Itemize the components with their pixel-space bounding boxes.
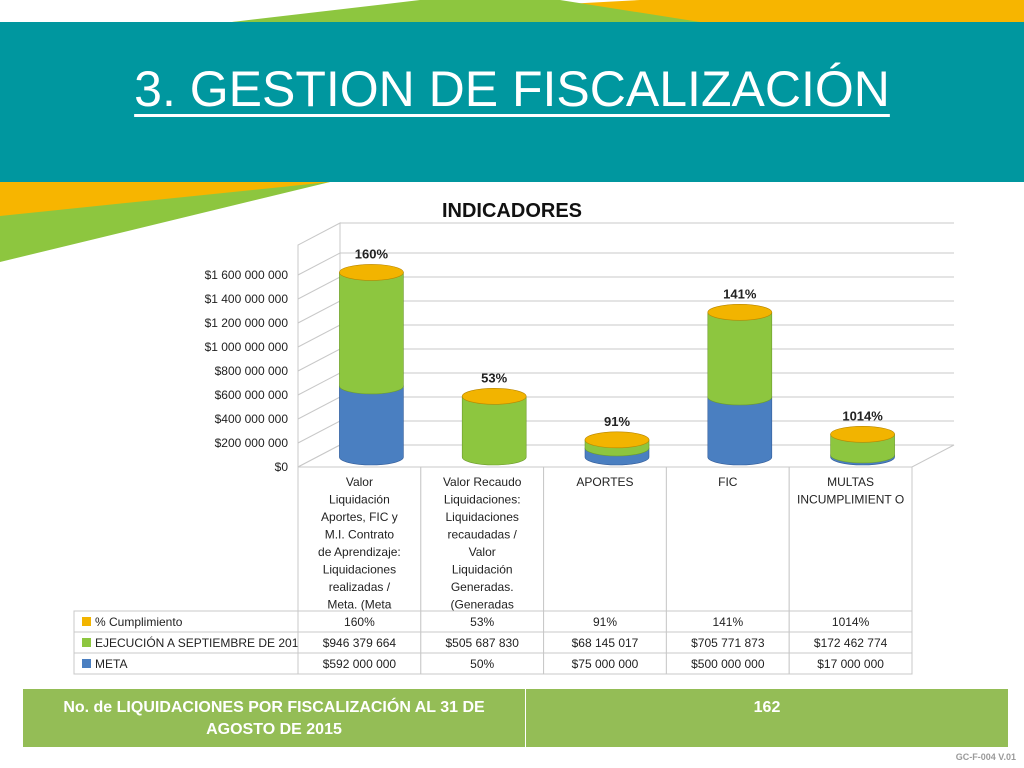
table-value: 50% — [470, 657, 494, 671]
category-label: Valor Liquidación Aportes, FIC y M.I. Contr… — [318, 475, 401, 629]
indicadores-chart: INDICADORES $0 $200 000 000 $400 000 000 $6… — [73, 200, 955, 675]
y-tick-label: $0 — [275, 460, 289, 474]
table-value: 1014% — [832, 615, 870, 629]
table-value: $172 462 774 — [814, 636, 888, 650]
category-cell — [665, 466, 790, 612]
liquidaciones-label: No. de LIQUIDACIONES POR FISCALIZACIÓN A… — [22, 688, 526, 748]
table-value: $17 000 000 — [817, 657, 884, 671]
category-cell — [297, 466, 422, 612]
bar-data-label: 1014% — [842, 408, 883, 423]
table-value: 53% — [470, 615, 494, 629]
bar-ejecucion — [461, 396, 527, 466]
category-label: APORTES — [576, 475, 633, 489]
legend-swatch — [82, 659, 91, 668]
bar-cumplimiento-cap — [461, 388, 527, 405]
y-tick-label: $1 000 000 000 — [205, 340, 289, 354]
value-cell — [788, 652, 913, 675]
top-green-stripe — [232, 0, 700, 22]
bar-meta — [707, 396, 773, 466]
table-value: $75 000 000 — [572, 657, 639, 671]
legend-label: META — [95, 657, 127, 671]
table-value: 160% — [344, 615, 375, 629]
y-tick-label: $1 400 000 000 — [205, 292, 289, 306]
bar-cumplimiento-cap — [584, 431, 650, 449]
y-tick-label: $400 000 000 — [215, 412, 289, 426]
bar-ejecucion — [707, 312, 773, 406]
y-tick-label: $800 000 000 — [215, 364, 289, 378]
table-value: $68 145 017 — [572, 636, 639, 650]
legend-swatch — [82, 617, 91, 626]
header-band — [0, 22, 1024, 182]
bar-meta — [339, 385, 404, 466]
left-yellow-stripe — [0, 182, 330, 216]
chart-bars: 160% 53% 91% 141% 1014% — [339, 246, 895, 466]
bar-group: 91% — [584, 414, 650, 466]
bar-cumplimiento-cap — [339, 264, 404, 281]
bar-group: 1014% — [830, 408, 895, 466]
y-tick-label: $200 000 000 — [215, 436, 289, 450]
gridline — [297, 252, 954, 276]
bar-group: 53% — [461, 370, 527, 466]
y-tick-label: $1 200 000 000 — [205, 316, 289, 330]
y-tick-label: $1 600 000 000 — [205, 268, 289, 282]
legend-label: EJECUCIÓN A SEPTIEMBRE DE 2015 — [95, 635, 305, 650]
y-tick-label: $600 000 000 — [215, 388, 289, 402]
bar-data-label: 91% — [604, 414, 630, 429]
table-value: $592 000 000 — [323, 657, 397, 671]
category-label: FIC — [718, 475, 738, 489]
bar-cumplimiento-cap — [830, 425, 895, 443]
data-table: Valor Liquidación Aportes, FIC y M.I. Contr… — [73, 466, 913, 675]
side-wall — [297, 222, 341, 468]
table-value: $705 771 873 — [691, 636, 765, 650]
table-value: $505 687 830 — [445, 636, 519, 650]
bar-data-label: 53% — [481, 370, 507, 385]
category-cell — [788, 466, 913, 612]
bar-data-label: 141% — [723, 286, 757, 301]
y-axis: $0 $200 000 000 $400 000 000 $600 000 000 $8… — [205, 268, 289, 474]
table-value: 91% — [593, 615, 617, 629]
bar-group: 160% — [339, 246, 404, 466]
legend-swatch — [82, 638, 91, 647]
table-value: $946 379 664 — [323, 636, 397, 650]
bar-data-label: 160% — [355, 246, 389, 261]
table-value: $500 000 000 — [691, 657, 765, 671]
legend-label: % Cumplimiento — [95, 615, 183, 629]
page-title: 3. GESTION DE FISCALIZACIÓN — [134, 61, 890, 117]
chart-title: INDICADORES — [442, 200, 582, 222]
bar-cumplimiento-cap — [707, 304, 773, 321]
category-label: MULTAS INCUMPLIMIENT O — [797, 475, 904, 507]
liquidaciones-value: 162 — [525, 688, 1009, 748]
category-cell — [543, 466, 667, 612]
table-value: 141% — [712, 615, 743, 629]
liquidaciones-summary: No. de LIQUIDACIONES POR FISCALIZACIÓN A… — [22, 688, 1009, 748]
category-cell — [420, 466, 545, 612]
document-code: GC-F-004 V.01 — [955, 752, 1016, 762]
bar-group: 141% — [707, 286, 773, 466]
bar-ejecucion — [339, 272, 404, 395]
